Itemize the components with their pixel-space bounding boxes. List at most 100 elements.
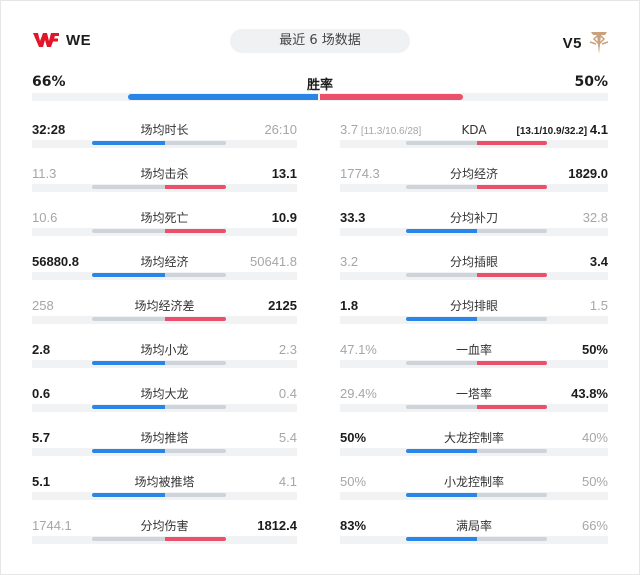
stat-label: 分均补刀 [449,211,498,225]
stat-label: 满局率 [455,519,492,533]
stat-value-right: 3.4 [590,254,608,270]
stat-value-right: 1812.4 [257,518,297,534]
stat-value-right-main: 50% [581,474,608,489]
stat-value-right: 2.3 [279,342,297,358]
stat-bar-left [92,405,165,409]
stat-bar-right [165,537,226,541]
winrate-bar-left [128,94,318,100]
winrate-right: 50% [574,74,608,90]
stat-row: 2.8 场均小龙 2.3 [32,342,297,382]
stat-bar-right [165,449,226,453]
stat-bar-left [92,273,165,277]
stat-bar-right [477,361,547,365]
stat-bar-right [477,273,547,277]
stat-value-left-main: 2.8 [32,342,51,357]
stat-label: 场均被推塔 [134,475,195,489]
stat-label: 一塔率 [455,387,492,401]
stat-row: 0.6 场均大龙 0.4 [32,386,297,426]
stat-value-right: 2125 [268,298,297,314]
stat-row: 83% 满局率 66% [340,518,608,558]
stat-value-left: 56880.8 [32,254,79,270]
stat-bar-left [406,317,477,321]
stat-value-left-main: 3.2 [340,254,359,269]
stat-row: 50% 大龙控制率 40% [340,430,608,470]
stat-value-left: 50% [340,430,366,446]
stat-value-right: 10.9 [272,210,297,226]
stat-bar-right [477,185,547,189]
stat-value-left: 1744.1 [32,518,72,534]
stat-bar-right [477,317,547,321]
stat-value-right: 50641.8 [250,254,297,270]
winrate-label: 胜率 [306,78,333,93]
stat-row: 3.2 分均插眼 3.4 [340,254,608,294]
stat-row: 1774.3 分均经济 1829.0 [340,166,608,206]
stat-value-left-main: 11.3 [32,166,57,181]
stat-label: 场均大龙 [140,387,189,401]
stat-bar-left [406,229,477,233]
stat-value-right-main: 50641.8 [250,254,297,269]
stat-value-right-main: 13.1 [271,166,297,181]
stat-value-right: [13.1/10.9/32.2] 4.1 [517,122,608,140]
page-title: 最近 6 场数据 [230,29,410,53]
stat-bar-left [92,537,165,541]
stat-value-right-main: 1812.4 [257,518,297,533]
stat-value-left: 32:28 [32,122,65,138]
stat-row: 258 场均经济差 2125 [32,298,297,338]
stat-value-left-main: 3.7 [340,122,359,137]
stat-value-right-main: 10.9 [271,210,297,225]
stat-value-right-main: 40% [581,430,608,445]
stat-value-left-main: 1.8 [340,298,359,313]
stat-value-left-main: 47.1% [340,342,377,357]
stat-value-right: 66% [582,518,608,534]
stat-label: 分均插眼 [449,255,498,269]
stat-value-left-main: 56880.8 [32,254,79,269]
stat-bar-right [165,405,226,409]
stat-label: 分均经济 [449,167,498,181]
stat-value-left-main: 50% [340,474,367,489]
stat-row: 33.3 分均补刀 32.8 [340,210,608,250]
stat-value-left: 50% [340,474,366,490]
stat-label: 场均小龙 [140,343,189,357]
team-left-name: WE [66,31,92,49]
stat-value-left-detail: [11.3/10.6/28] [358,126,422,137]
stat-bar-left [406,493,477,497]
stat-bar-left [406,361,477,365]
stat-value-right-main: 2125 [268,298,297,313]
stat-value-right-detail: [13.1/10.9/32.2] [516,126,590,137]
stat-row: 1.8 分均排眼 1.5 [340,298,608,338]
stat-row: 3.7 [11.3/10.6/28] KDA [13.1/10.9/32.2] 4.… [340,122,608,162]
team-left[interactable]: WE [32,30,91,50]
stat-value-left-main: 33.3 [340,210,366,225]
stat-value-left: 0.6 [32,386,50,402]
stat-row: 56880.8 场均经济 50641.8 [32,254,297,294]
stat-row: 5.7 场均推塔 5.4 [32,430,297,470]
stat-value-left: 258 [32,298,54,314]
stat-bar-left [92,493,165,497]
stat-bar-right [165,229,226,233]
stat-bar-right [165,361,226,365]
stat-value-right: 5.4 [279,430,297,446]
stat-value-right-main: 43.8% [571,386,608,401]
stat-row: 11.3 场均击杀 13.1 [32,166,297,206]
winrate-bar-right [320,94,463,100]
v5-logo-icon [589,32,609,54]
team-right[interactable]: V5 [563,30,610,56]
stat-value-right: 1829.0 [568,166,608,182]
stat-bar-right [477,141,547,145]
winrate-left: 66% [32,74,66,90]
stat-bar-right [165,493,226,497]
stat-value-left-main: 1744.1 [32,518,72,533]
stat-value-right: 32.8 [583,210,608,226]
stat-value-left-main: 32:28 [32,122,66,137]
stat-value-right-main: 50% [581,342,608,357]
stat-value-left: 33.3 [340,210,365,226]
stat-bar-left [92,317,165,321]
stat-value-right-main: 32.8 [582,210,608,225]
stat-row: 1744.1 分均伤害 1812.4 [32,518,297,558]
stat-value-right-main: 1.5 [589,298,608,313]
stat-value-left: 3.2 [340,254,358,270]
stat-value-right: 26:10 [264,122,297,138]
stat-bar-right [477,449,547,453]
stat-value-left: 10.6 [32,210,57,226]
stat-bar-left [92,141,165,145]
